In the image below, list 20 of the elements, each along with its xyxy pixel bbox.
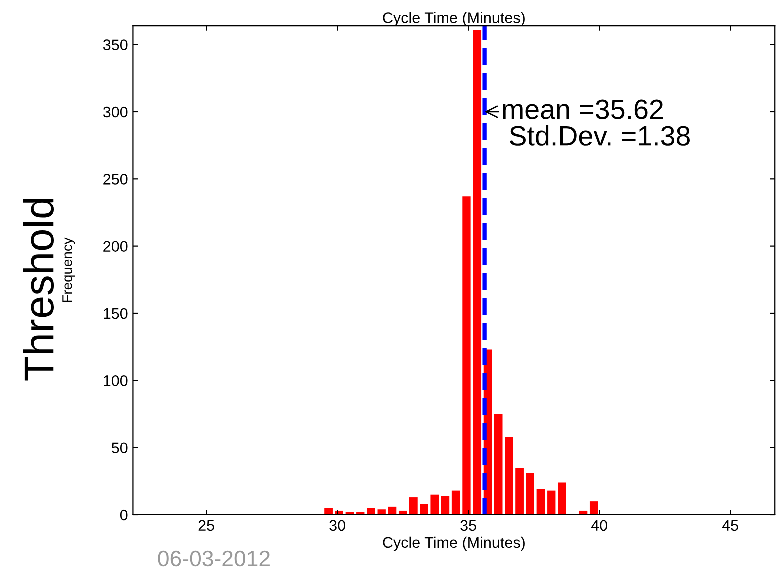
annotation: Std.Dev. =1.38: [510, 126, 690, 146]
y-tick-label: 100: [104, 376, 128, 386]
y-tick-label: 350: [103, 40, 128, 51]
y-tick-label: 200: [104, 241, 128, 252]
y-axis-title: Frequency: [62, 238, 76, 302]
text: Threshold: [23, 199, 54, 381]
annotation: mean =35.62: [503, 100, 664, 120]
text: 06-03-2012: [158, 550, 270, 567]
x-tick-label: 25: [198, 520, 214, 532]
x-tick-label: 45: [722, 520, 738, 532]
x-tick-label: 40: [591, 520, 608, 532]
y-tick-label: 300: [103, 106, 128, 118]
x-tick-label: 35: [460, 520, 476, 532]
y-tick-label: 150: [104, 308, 128, 320]
y-tick-label: 250: [104, 174, 128, 185]
x-tick-label: 30: [330, 520, 346, 532]
x-axis-title: Cycle Time (Minutes): [383, 536, 525, 552]
y-tick-label: 50: [112, 442, 128, 454]
y-tick-label: 0: [120, 510, 128, 521]
chart-title: Cycle Time (Minutes): [383, 12, 525, 26]
